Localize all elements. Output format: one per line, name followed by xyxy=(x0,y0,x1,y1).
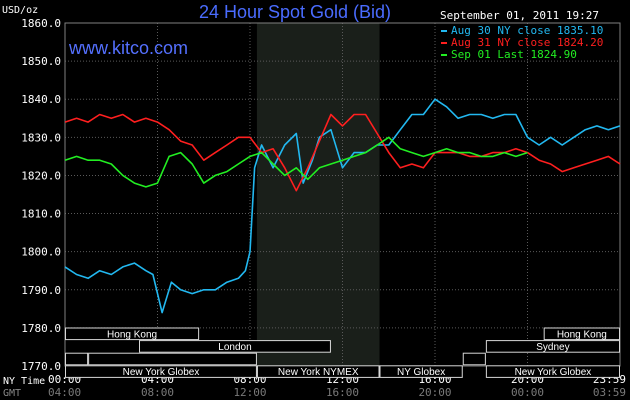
x-axis-gmt-label: GMT xyxy=(3,388,21,399)
x-axis-ny-label: NY Time xyxy=(3,376,45,387)
series-line xyxy=(64,98,621,314)
market-session-label: Sydney xyxy=(536,342,569,353)
y-tick-label: 1810.0 xyxy=(21,208,61,221)
y-tick-label: 1830.0 xyxy=(21,131,61,144)
market-session-label: NY Globex xyxy=(397,367,445,378)
watermark-url: www.kitco.com xyxy=(68,38,188,58)
legend-entry: Sep 01 Last 1824.90 xyxy=(451,48,577,61)
market-session-label: Hong Kong xyxy=(557,329,607,340)
legend-entry: Aug 31 NY close 1824.20 xyxy=(451,36,603,49)
x-tick-label-gmt: 16:00 xyxy=(326,386,359,399)
y-tick-label: 1790.0 xyxy=(21,284,61,297)
price-series xyxy=(64,98,621,314)
y-tick-label: 1780.0 xyxy=(21,322,61,335)
market-session-bar xyxy=(543,327,620,341)
market-session-bar xyxy=(256,365,380,378)
market-session-bar xyxy=(462,352,486,366)
y-tick-label: 1800.0 xyxy=(21,246,61,259)
timestamp: September 01, 2011 19:27 xyxy=(440,9,599,22)
y-axis-ticks: 1770.0 1780.0 1790.0 1800.0 1810.0 1820.0 1830… xyxy=(21,17,61,373)
market-session-bar xyxy=(65,365,257,378)
market-session-label: New York Globex xyxy=(123,367,200,378)
y-tick-label: 1840.0 xyxy=(21,93,61,106)
market-session-label: Hong Kong xyxy=(107,329,157,340)
legend-entry: Aug 30 NY close 1835.10 xyxy=(451,24,603,37)
x-tick-label-gmt: 00:00 xyxy=(511,386,544,399)
y-tick-label: 1770.0 xyxy=(21,360,61,373)
y-axis-unit-label: USD/oz xyxy=(2,5,38,16)
y-tick-label: 1820.0 xyxy=(21,169,61,182)
chart-title: 24 Hour Spot Gold (Bid) xyxy=(199,2,391,22)
y-tick-label: 1850.0 xyxy=(21,55,61,68)
y-tick-label: 1860.0 xyxy=(21,17,61,30)
market-session-label: New York Globex xyxy=(515,367,592,378)
market-session-bar xyxy=(379,365,463,378)
market-session-bar xyxy=(88,352,257,366)
market-session-label: New York NYMEX xyxy=(278,367,359,378)
x-tick-label-gmt: 08:00 xyxy=(141,386,174,399)
market-session-bar xyxy=(65,352,89,366)
nymex-session-shade xyxy=(256,23,380,366)
x-tick-label-gmt: 04:00 xyxy=(48,386,81,399)
x-tick-label-gmt: 20:00 xyxy=(418,386,451,399)
market-session-bars: Hong Kong Hong Kong London Sydney New York G… xyxy=(65,327,620,378)
market-session-bar xyxy=(139,340,331,353)
market-session-bar xyxy=(485,340,620,353)
x-tick-label-gmt: 12:00 xyxy=(233,386,266,399)
series-line xyxy=(64,136,528,188)
x-tick-label-gmt: 03:59 xyxy=(593,386,626,399)
market-session-label: London xyxy=(218,342,251,353)
market-session-bar xyxy=(485,365,620,378)
market-session-bar xyxy=(65,327,200,341)
